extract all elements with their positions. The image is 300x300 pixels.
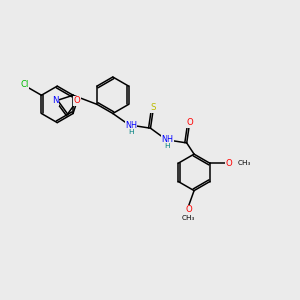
Text: NH: NH [161, 135, 173, 144]
Text: Cl: Cl [20, 80, 29, 88]
Text: H: H [164, 142, 170, 148]
Text: O: O [186, 118, 193, 127]
Text: H: H [128, 129, 134, 135]
Text: NH: NH [125, 122, 137, 130]
Text: O: O [225, 159, 232, 168]
Text: CH₃: CH₃ [182, 215, 196, 221]
Text: CH₃: CH₃ [238, 160, 251, 166]
Text: O: O [74, 96, 80, 105]
Text: N: N [52, 96, 59, 105]
Text: O: O [185, 205, 192, 214]
Text: S: S [151, 103, 156, 112]
